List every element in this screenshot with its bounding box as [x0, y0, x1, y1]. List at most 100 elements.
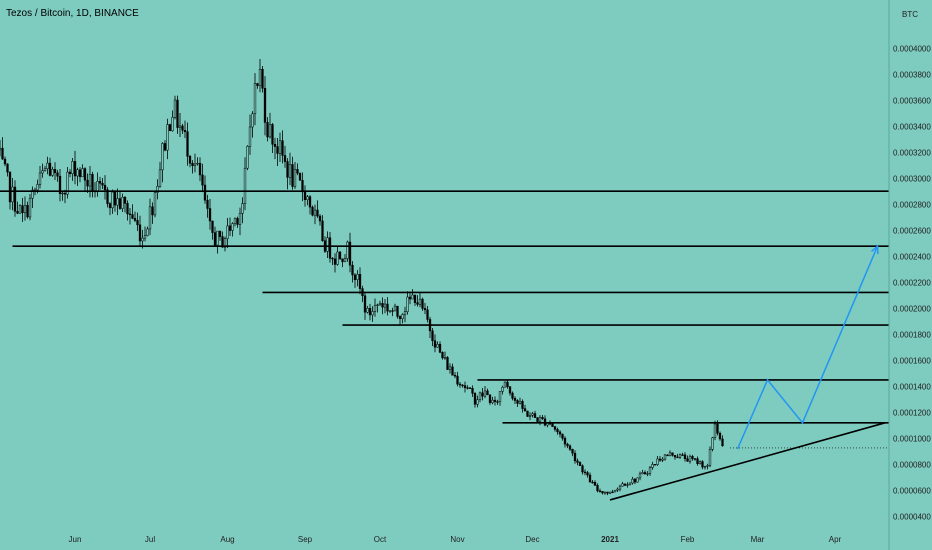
candle [528, 412, 532, 421]
candle [86, 173, 89, 193]
candle [441, 351, 444, 360]
candle [76, 167, 79, 186]
candle-body [83, 168, 87, 181]
candle-body [346, 241, 349, 259]
candle-body [473, 393, 477, 405]
candle-body [78, 169, 82, 178]
x-tick-label: Jun [69, 535, 82, 544]
candle [91, 171, 94, 198]
candle-body [353, 274, 357, 280]
candle-body [501, 386, 504, 392]
candle-body [618, 485, 622, 490]
candle [163, 140, 167, 152]
candle [133, 211, 137, 223]
candle-body [573, 452, 577, 462]
candle-body [273, 144, 277, 147]
candle [518, 397, 522, 405]
x-tick-label: 2021 [601, 535, 619, 544]
candle [316, 200, 319, 219]
candle-body [221, 236, 224, 248]
candle-body [453, 374, 457, 377]
candle-body [456, 375, 459, 385]
candle [428, 316, 432, 339]
candle-body [276, 146, 279, 154]
candle [413, 294, 417, 306]
candle [418, 292, 422, 308]
chart-title: Tezos / Bitcoin, 1D, BINANCE [6, 8, 139, 19]
candle [48, 157, 52, 177]
candle [156, 179, 159, 200]
candle-body [588, 474, 592, 483]
candle-body [343, 258, 347, 263]
candle-body [718, 432, 722, 440]
candle-body [363, 295, 367, 313]
candle-body [0, 147, 2, 151]
candle-body [328, 237, 332, 259]
candle-body [381, 303, 384, 308]
candle [668, 450, 672, 457]
candle-body [641, 472, 644, 475]
candle [623, 483, 627, 487]
candle [568, 444, 572, 452]
candle [686, 455, 689, 462]
trendline [609, 422, 886, 501]
candle-body [711, 437, 714, 450]
candle [248, 114, 252, 155]
candle-body [391, 310, 394, 312]
candle-body [226, 225, 229, 239]
price-axis-bg [889, 0, 932, 550]
candle-body [186, 131, 189, 157]
candles-layer [0, 59, 724, 496]
candle [101, 178, 104, 189]
candle [233, 217, 237, 227]
candle-body [558, 431, 562, 435]
candle-body [523, 408, 527, 412]
candle-body [308, 196, 312, 208]
candle-body [36, 184, 39, 191]
candle [21, 197, 24, 222]
candle [258, 59, 262, 93]
candle [126, 200, 129, 221]
candle-body [183, 130, 187, 132]
candle [601, 490, 604, 495]
candle-body [56, 172, 59, 177]
candle-body [416, 302, 419, 305]
candle [151, 202, 154, 224]
candle-body [18, 205, 22, 214]
candle [478, 391, 482, 403]
candle [81, 164, 84, 178]
projection-path [736, 245, 879, 450]
candle-body [366, 308, 369, 313]
candle-body [173, 99, 177, 118]
candle-body [156, 185, 159, 193]
candle-body [248, 126, 252, 147]
candle-body [423, 308, 427, 311]
candle-body [23, 205, 27, 213]
candle [496, 399, 499, 405]
candle-body [188, 156, 192, 164]
candle-body [698, 461, 702, 464]
candle-body [26, 205, 29, 218]
candle [443, 351, 447, 360]
candle-body [128, 213, 132, 215]
candle-body [266, 122, 269, 138]
candle [311, 205, 314, 217]
candle-body [623, 483, 627, 486]
candle [96, 172, 99, 197]
candle-body [593, 481, 597, 486]
candle-body [666, 454, 669, 457]
candle [536, 417, 539, 423]
candle [541, 415, 544, 420]
candle [426, 306, 429, 323]
candle [166, 118, 169, 160]
candle [108, 202, 112, 216]
candle [256, 82, 259, 89]
candle [403, 306, 407, 323]
candle-body [348, 241, 352, 266]
candle-body [663, 454, 667, 460]
candle-body [376, 304, 379, 306]
candle [543, 415, 547, 427]
candle-body [98, 181, 102, 184]
candle-body [41, 170, 44, 174]
